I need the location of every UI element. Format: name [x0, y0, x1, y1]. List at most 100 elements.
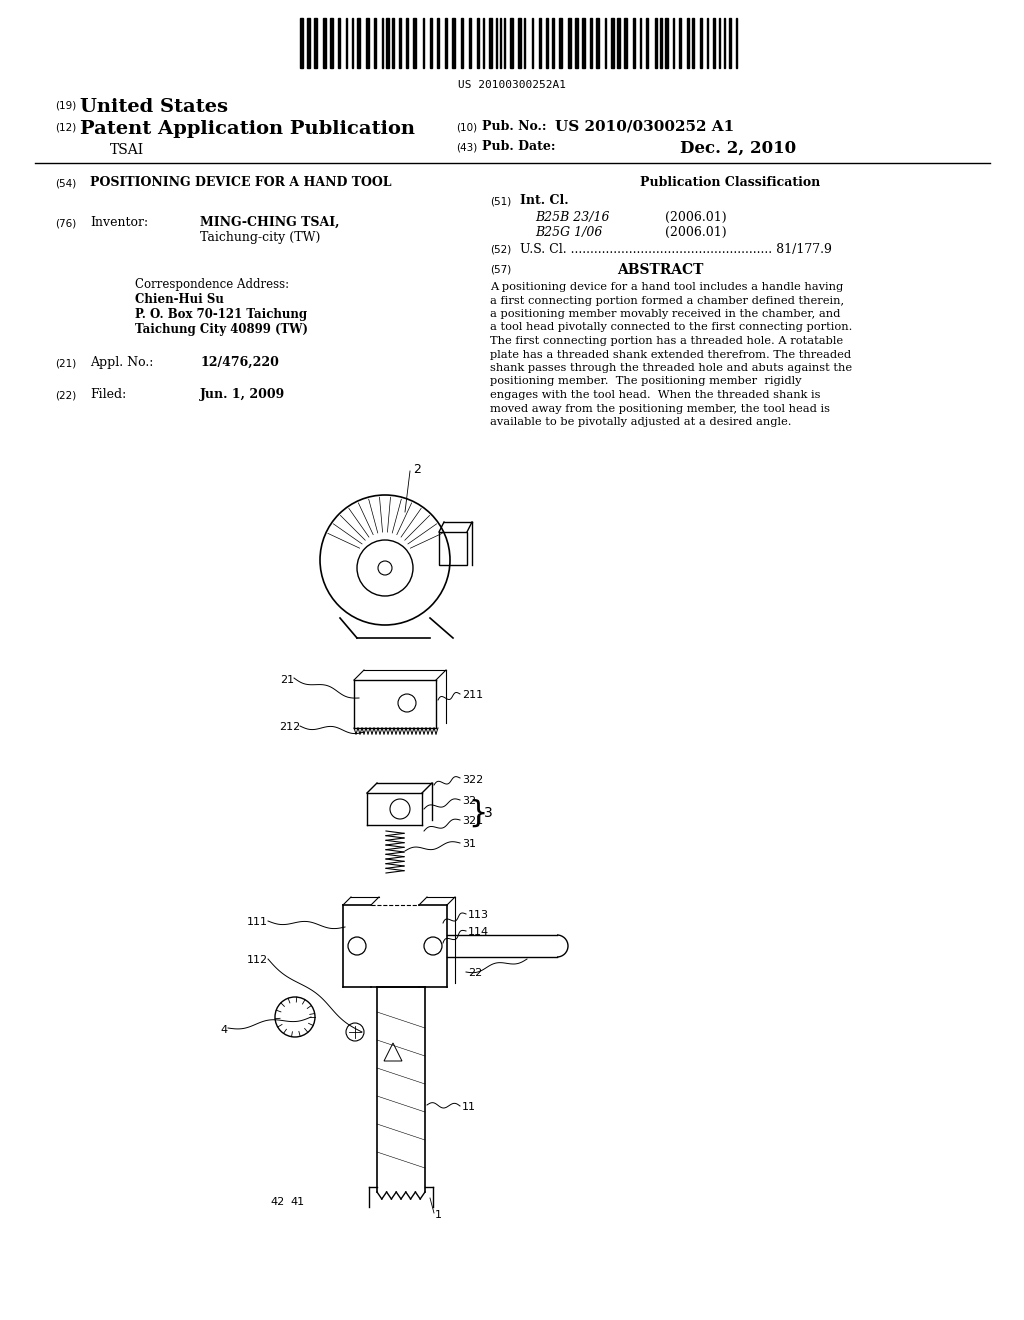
Bar — [314, 18, 317, 69]
Bar — [596, 18, 599, 69]
Text: 212: 212 — [279, 722, 300, 733]
Text: a tool head pivotally connected to the first connecting portion.: a tool head pivotally connected to the f… — [490, 322, 852, 333]
Bar — [729, 18, 731, 69]
Text: Filed:: Filed: — [90, 388, 126, 401]
Text: Pub. No.:: Pub. No.: — [482, 120, 547, 133]
Text: ABSTRACT: ABSTRACT — [616, 263, 703, 277]
Text: US 2010/0300252 A1: US 2010/0300252 A1 — [555, 120, 734, 135]
Bar — [300, 18, 303, 69]
Bar — [559, 18, 562, 69]
Bar — [413, 18, 416, 69]
Bar — [469, 18, 471, 69]
Text: TSAI: TSAI — [110, 143, 144, 157]
Text: P. O. Box 70-121 Taichung: P. O. Box 70-121 Taichung — [135, 308, 307, 321]
Text: 31: 31 — [462, 840, 476, 849]
Text: Jun. 1, 2009: Jun. 1, 2009 — [200, 388, 286, 401]
Text: Patent Application Publication: Patent Application Publication — [80, 120, 415, 139]
Text: (43): (43) — [456, 143, 477, 152]
Bar — [374, 18, 376, 69]
Bar — [366, 18, 369, 69]
Text: a positioning member movably received in the chamber, and: a positioning member movably received in… — [490, 309, 841, 319]
Bar — [611, 18, 614, 69]
Text: 2: 2 — [413, 463, 421, 477]
Text: Chien-Hui Su: Chien-Hui Su — [135, 293, 224, 306]
Text: 22: 22 — [468, 968, 482, 978]
Text: 113: 113 — [468, 909, 489, 920]
Bar — [679, 18, 681, 69]
Bar — [477, 18, 479, 69]
Bar — [700, 18, 702, 69]
Bar — [437, 18, 439, 69]
Text: U.S. Cl. .................................................... 81/177.9: U.S. Cl. ...............................… — [520, 243, 831, 256]
Text: (2006.01): (2006.01) — [665, 226, 727, 239]
Text: (12): (12) — [55, 121, 76, 132]
Text: (22): (22) — [55, 389, 76, 400]
Text: (19): (19) — [55, 100, 76, 110]
Text: 211: 211 — [462, 690, 483, 700]
Bar — [399, 18, 401, 69]
Text: (57): (57) — [490, 265, 511, 275]
Bar — [510, 18, 513, 69]
Text: US 20100300252A1: US 20100300252A1 — [458, 81, 566, 90]
Text: available to be pivotally adjusted at a desired angle.: available to be pivotally adjusted at a … — [490, 417, 792, 426]
Text: shank passes through the threaded hole and abuts against the: shank passes through the threaded hole a… — [490, 363, 852, 374]
Bar — [552, 18, 554, 69]
Bar — [406, 18, 408, 69]
Bar — [660, 18, 662, 69]
Bar — [665, 18, 668, 69]
Text: Taichung-city (TW): Taichung-city (TW) — [200, 231, 321, 244]
Text: United States: United States — [80, 98, 228, 116]
Text: engages with the tool head.  When the threaded shank is: engages with the tool head. When the thr… — [490, 389, 820, 400]
Text: 1: 1 — [435, 1210, 442, 1220]
Text: A positioning device for a hand tool includes a handle having: A positioning device for a hand tool inc… — [490, 282, 843, 292]
Bar — [646, 18, 648, 69]
Bar — [323, 18, 326, 69]
Bar — [617, 18, 620, 69]
Bar — [357, 18, 360, 69]
Text: Pub. Date:: Pub. Date: — [482, 140, 555, 153]
Text: (2006.01): (2006.01) — [665, 211, 727, 224]
Text: a first connecting portion formed a chamber defined therein,: a first connecting portion formed a cham… — [490, 296, 844, 305]
Text: (76): (76) — [55, 218, 76, 228]
Bar — [575, 18, 578, 69]
Text: 4: 4 — [221, 1026, 228, 1035]
Bar — [330, 18, 333, 69]
Text: 42: 42 — [270, 1197, 285, 1206]
Bar — [386, 18, 389, 69]
Text: MING-CHING TSAI,: MING-CHING TSAI, — [200, 216, 340, 228]
Text: 12/476,220: 12/476,220 — [200, 356, 279, 370]
Text: Taichung City 40899 (TW): Taichung City 40899 (TW) — [135, 323, 308, 337]
Text: B25B 23/16: B25B 23/16 — [535, 211, 609, 224]
Text: 111: 111 — [247, 917, 268, 927]
Bar — [430, 18, 432, 69]
Bar — [713, 18, 715, 69]
Text: Appl. No.:: Appl. No.: — [90, 356, 154, 370]
Bar — [633, 18, 635, 69]
Text: Correspondence Address:: Correspondence Address: — [135, 279, 289, 290]
Text: (52): (52) — [490, 246, 511, 255]
Bar — [539, 18, 541, 69]
Text: (51): (51) — [490, 195, 511, 206]
Text: 114: 114 — [468, 927, 489, 937]
Text: positioning member.  The positioning member  rigidly: positioning member. The positioning memb… — [490, 376, 802, 387]
Text: B25G 1/06: B25G 1/06 — [535, 226, 602, 239]
Bar — [445, 18, 447, 69]
Text: The first connecting portion has a threaded hole. A rotatable: The first connecting portion has a threa… — [490, 337, 843, 346]
Bar — [439, 532, 467, 565]
Bar — [568, 18, 571, 69]
Bar — [624, 18, 627, 69]
Text: 322: 322 — [462, 775, 483, 785]
Bar — [590, 18, 592, 69]
Text: (10): (10) — [456, 121, 477, 132]
Bar — [461, 18, 463, 69]
Text: 11: 11 — [462, 1102, 476, 1111]
Text: Publication Classification: Publication Classification — [640, 176, 820, 189]
Text: 321: 321 — [462, 816, 483, 826]
Bar — [655, 18, 657, 69]
Text: POSITIONING DEVICE FOR A HAND TOOL: POSITIONING DEVICE FOR A HAND TOOL — [90, 176, 391, 189]
Bar — [338, 18, 340, 69]
Text: (21): (21) — [55, 358, 76, 368]
Text: moved away from the positioning member, the tool head is: moved away from the positioning member, … — [490, 404, 830, 413]
Text: Inventor:: Inventor: — [90, 216, 148, 228]
Text: 21: 21 — [280, 675, 294, 685]
